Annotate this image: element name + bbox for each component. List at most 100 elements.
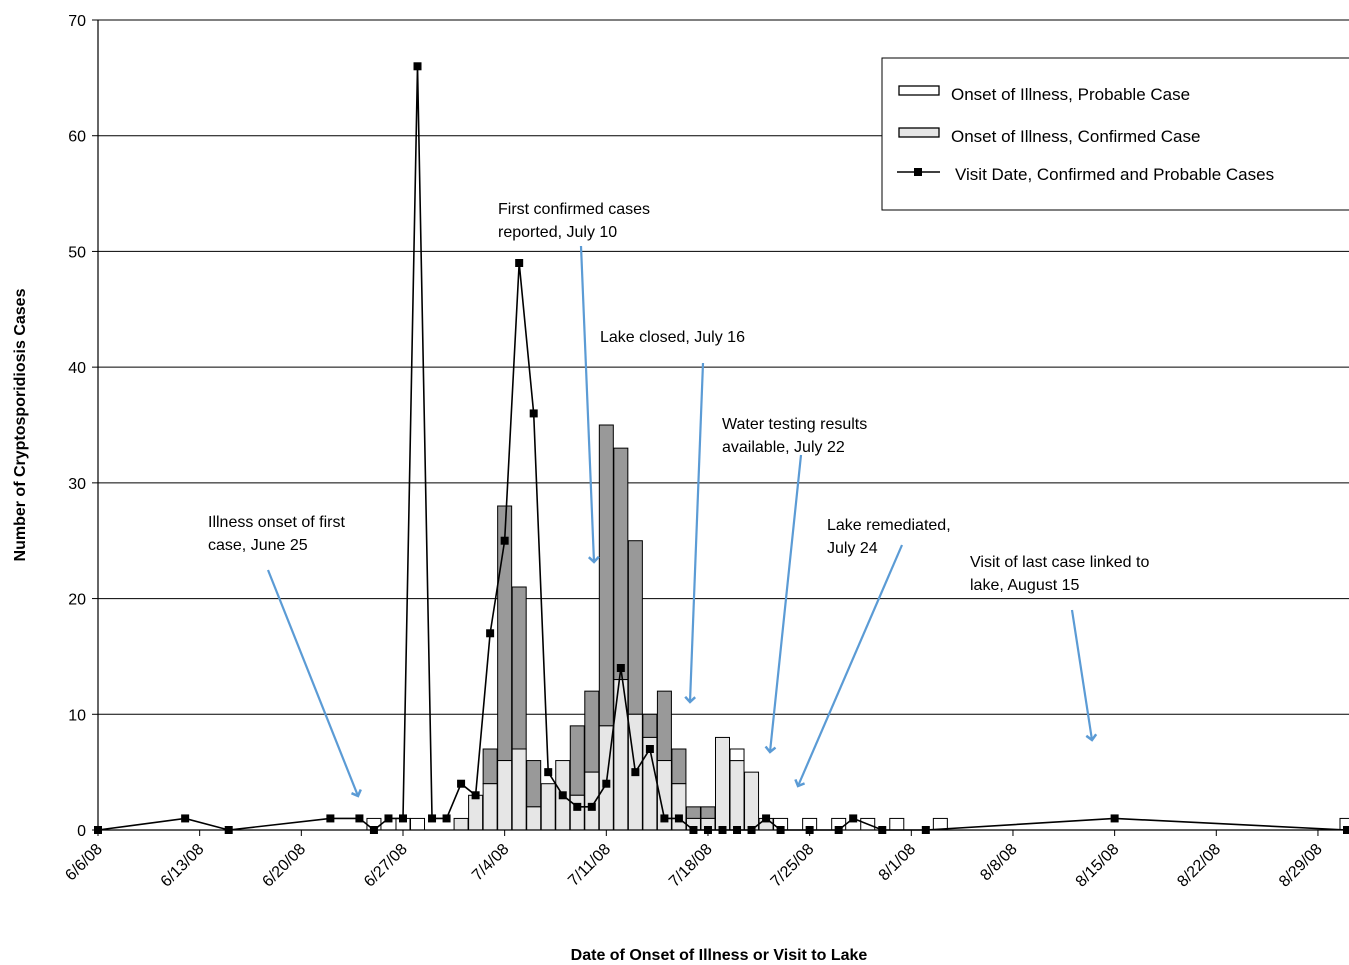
x-tick-label: 6/27/08 [361,841,411,891]
annotation-text: First confirmed cases [498,201,650,218]
annotation-text: Illness onset of first [208,514,346,531]
visit-point [428,814,437,823]
annotation-text: reported, July 10 [498,224,617,241]
visit-point [457,779,466,788]
visit-point [355,814,364,823]
legend-label: Visit Date, Confirmed and Probable Cases [955,165,1274,184]
x-tick-label: 7/25/08 [768,841,818,891]
axes [97,20,1349,836]
visit-point [384,814,393,823]
annotation-text: case, June 25 [208,537,308,554]
annotation-text: Lake closed, July 16 [600,329,745,346]
legend-bar-swatch [898,127,940,138]
y-tick-label: 20 [68,592,86,609]
bar-confirmed-dark [627,540,643,715]
annotation-text: Water testing results [722,416,867,433]
visit-point [587,802,596,811]
bar-confirmed-dark [656,690,672,762]
visit-point [645,745,654,753]
bar-confirmed-dark [642,713,658,738]
visit-point [529,409,538,418]
x-tick-label: 6/20/08 [259,841,309,891]
x-tick-label: 8/22/08 [1174,841,1224,891]
bar-confirmed [468,794,484,831]
bar-confirmed [715,736,730,831]
visit-point [616,664,625,672]
bar-confirmed-dark [526,760,542,808]
x-tick-label: 8/1/08 [876,841,920,885]
annotation-text: lake, August 15 [970,577,1080,594]
bar-probable [729,748,745,762]
x-tick-label: 8/8/08 [977,841,1021,885]
x-tick-label: 6/13/08 [158,841,208,891]
annotation-text: July 24 [827,540,878,557]
bar-probable [889,817,905,831]
bar-confirmed-dark [584,690,600,773]
annotation-text: Visit of last case linked to [970,554,1149,571]
bar-confirmed [729,760,745,831]
visit-point [660,814,669,823]
bar-confirmed-dark [569,725,585,796]
legend-box [881,57,1349,211]
x-tick-label: 6/6/08 [62,841,106,885]
bar-confirmed-dark [685,806,701,819]
visit-point [181,814,190,823]
legend-marker-swatch [914,168,922,176]
visit-point [762,814,771,823]
legend: Onset of Illness, Probable Case Onset of … [881,57,1349,211]
bar-confirmed-dark [671,748,687,785]
visit-point [631,768,640,777]
visit-point [849,814,858,823]
bar-confirmed [526,806,542,831]
y-tick-label: 70 [68,13,86,30]
y-tick-label: 0 [77,823,86,840]
visit-point [544,768,553,777]
visit-point [398,814,407,823]
bar-confirmed-dark [613,447,629,681]
bar-confirmed-dark [598,424,614,727]
x-tick-label: 7/4/08 [469,841,513,885]
visit-point [573,802,582,811]
annotation-arrow [579,245,600,564]
bar-confirmed [569,794,585,831]
y-tick-label: 10 [68,707,86,724]
x-tick-label: 7/18/08 [666,841,716,891]
bar-confirmed [540,783,556,831]
bar-confirmed-dark [511,586,527,750]
bar-confirmed-dark [482,748,498,785]
visit-point [1110,814,1119,823]
bar-probable [410,817,426,831]
bar-confirmed [482,783,498,831]
onset-bars [366,424,1349,831]
annotation-arrow [1070,609,1098,742]
x-tick-label: 8/15/08 [1073,841,1123,891]
y-tick-label: 60 [68,129,86,146]
annotations: Illness onset of first case, June 25 First… [208,201,1149,798]
x-axis-title: Date of Onset of Illness or Visit to Lak… [571,947,868,964]
legend-label: Onset of Illness, Confirmed Case [951,127,1200,146]
bar-confirmed [584,771,600,831]
annotation-text: available, July 22 [722,439,845,456]
y-tick-labels: 0 10 20 30 40 50 60 70 [68,13,86,840]
legend-label: Onset of Illness, Probable Case [951,85,1190,104]
visit-point [442,814,451,823]
x-tick-label: 8/29/08 [1276,841,1326,891]
bar-confirmed [744,771,760,831]
visit-point [326,814,335,823]
legend-bar-swatch [898,85,940,96]
y-axis-title: Number of Cryptosporidiosis Cases [12,288,29,561]
visit-point [471,791,480,800]
annotation-text: Lake remediated, [827,517,951,534]
visit-point [515,259,524,267]
annotation-arrow [266,569,362,798]
visit-point [674,814,683,823]
x-tick-labels: 6/6/08 6/13/08 6/20/08 6/27/08 7/4/08 7/11/08… [62,841,1325,891]
visit-point [602,779,611,788]
x-tick-label: 7/11/08 [565,841,614,890]
y-tick-label: 40 [68,360,86,377]
visit-point [486,629,495,638]
annotation-arrow [684,362,705,704]
y-tick-label: 30 [68,476,86,493]
visit-point [500,536,509,545]
